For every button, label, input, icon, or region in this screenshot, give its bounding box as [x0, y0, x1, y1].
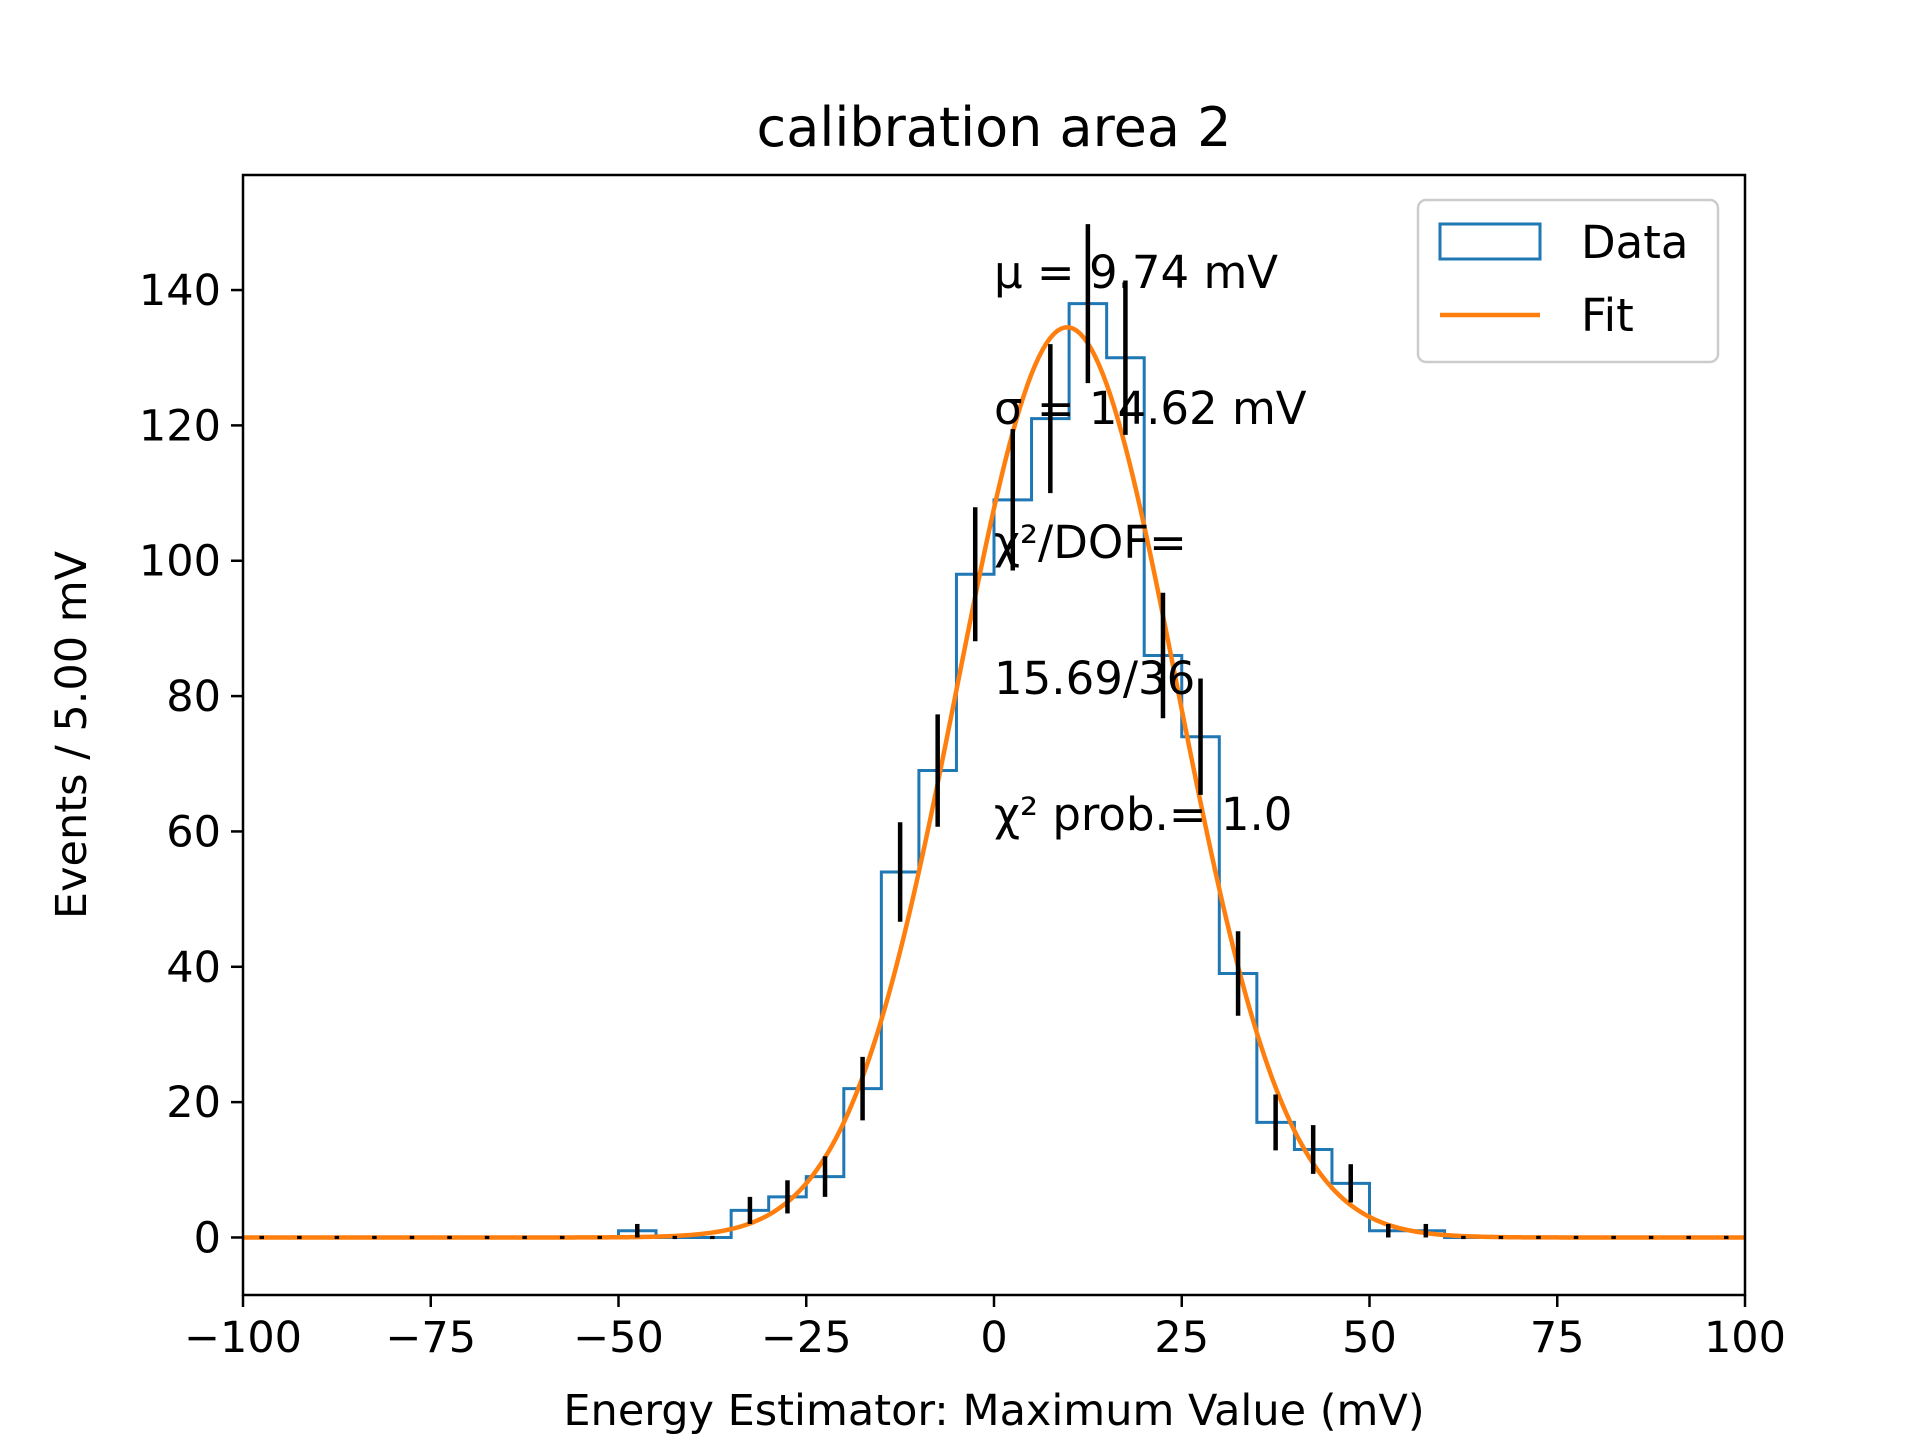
y-tick-label: 60	[166, 807, 221, 857]
x-tick-label: −25	[761, 1313, 852, 1363]
fit-annotations: μ = 9.74 mV σ = 14.62 mV χ²/DOF= 15.69/36 χ²…	[994, 246, 1307, 841]
fit-curve	[243, 325, 1745, 1240]
fit-annotation: 15.69/36	[994, 652, 1195, 705]
x-tick-label: 50	[1342, 1313, 1397, 1363]
x-tick-label: 0	[980, 1313, 1007, 1363]
chart-title: calibration area 2	[757, 96, 1232, 159]
y-axis-label: Events / 5.00 mV	[47, 550, 97, 919]
x-tick-label: −50	[573, 1313, 664, 1363]
x-tick-label: 25	[1154, 1313, 1209, 1363]
x-axis-label: Energy Estimator: Maximum Value (mV)	[563, 1386, 1424, 1436]
y-tick-label: 40	[166, 943, 221, 993]
y-tick-label: 20	[166, 1078, 221, 1128]
fit-annotation: χ²/DOF=	[994, 516, 1187, 569]
x-tick-label: 100	[1704, 1313, 1786, 1363]
y-tick-label: 120	[139, 401, 221, 451]
legend-box	[1416, 198, 1720, 364]
legend-fit-label: Fit	[1581, 289, 1634, 342]
x-tick-label: −100	[184, 1313, 302, 1363]
x-tick-label: −75	[385, 1313, 476, 1363]
legend-data-label: Data	[1581, 216, 1688, 269]
legend: Data Fit	[1416, 198, 1720, 364]
y-tick-label: 140	[139, 266, 221, 316]
y-tick-label: 0	[194, 1213, 221, 1263]
fit-annotation: μ = 9.74 mV	[994, 246, 1278, 299]
y-tick-label: 80	[166, 672, 221, 722]
y-tick-label: 100	[139, 537, 221, 587]
fit-annotation: σ = 14.62 mV	[994, 382, 1307, 435]
plot-area	[243, 224, 1745, 1240]
x-axis: −100 −75 −50 −25 0 25 50 75 100	[184, 1295, 1786, 1363]
x-tick-label: 75	[1530, 1313, 1585, 1363]
y-axis: 0 20 40 60 80 100 120 140	[139, 266, 243, 1263]
legend-data-swatch	[1438, 222, 1542, 261]
fit-annotation: χ² prob.= 1.0	[994, 788, 1292, 841]
